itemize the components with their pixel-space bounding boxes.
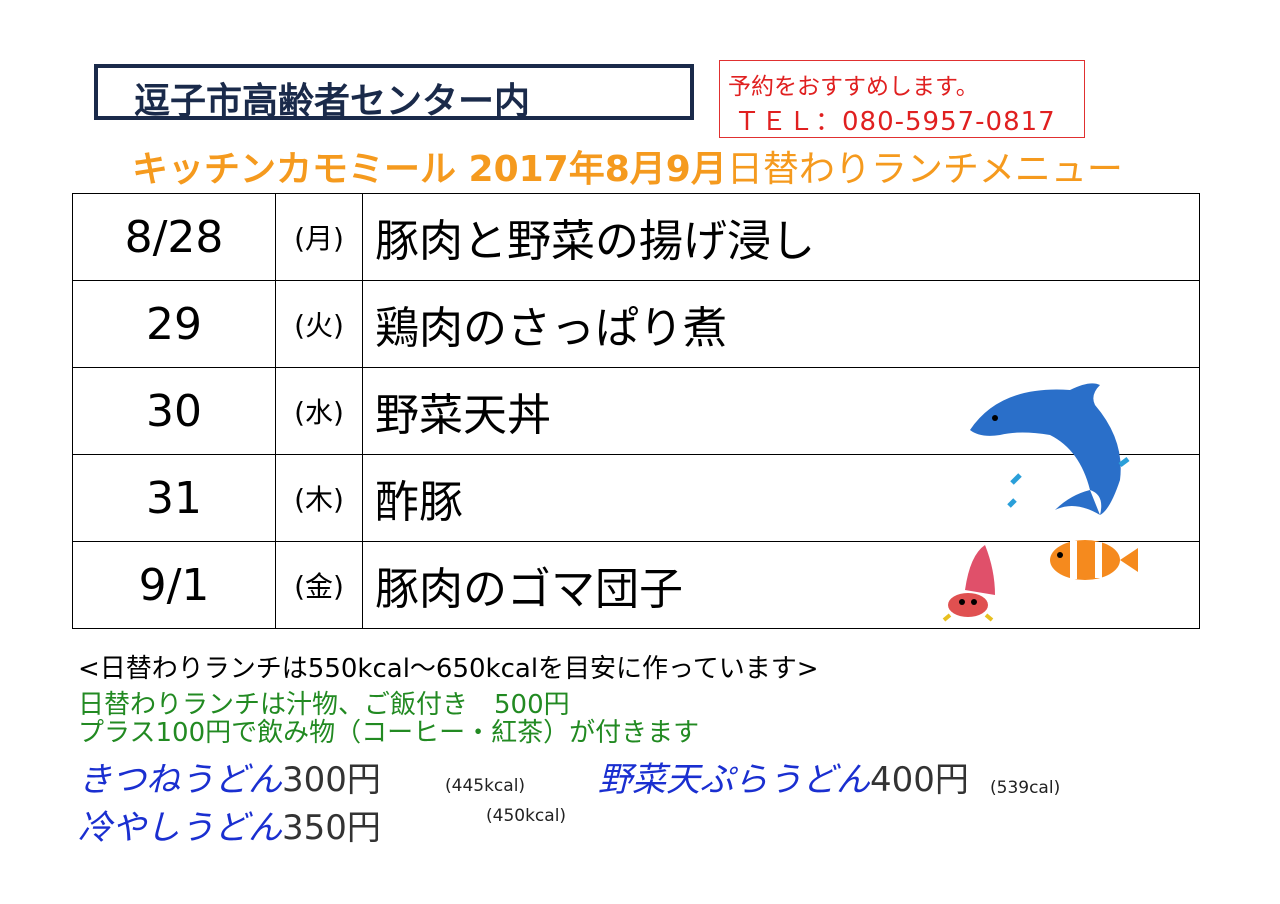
- dish-cell: 豚肉と野菜の揚げ浸し: [362, 193, 1200, 281]
- menu-heading: キッチンカモミール 2017年8月9月日替わりランチメニュー: [132, 140, 1123, 192]
- table-row: 31 (木) 酢豚: [72, 454, 1200, 542]
- reservation-box: 予約をおすすめします。 ＴＥＬ：080-5957-0817: [719, 60, 1085, 138]
- udon-kcal: (445kcal): [445, 776, 526, 796]
- clownfish-icon: [1050, 540, 1138, 580]
- udon-name: 冷やしうどん: [78, 808, 282, 848]
- weekday-cell: (金): [275, 541, 363, 629]
- calorie-note: <日替わりランチは550kcal～650kcalを目安に作っています>: [78, 654, 819, 684]
- table-row: 8/28 (月) 豚肉と野菜の揚げ浸し: [72, 193, 1200, 281]
- dish-cell: 鶏肉のさっぱり煮: [362, 280, 1200, 368]
- date-cell: 9/1: [72, 541, 276, 629]
- udon-name: きつねうどん: [78, 760, 282, 800]
- location-title: 逗子市高齢者センター内: [134, 81, 531, 122]
- udon-kcal: (450kcal): [486, 806, 567, 826]
- phone-number: ＴＥＬ：080-5957-0817: [734, 107, 1056, 137]
- menu-table: 8/28 (月) 豚肉と野菜の揚げ浸し 29 (火) 鶏肉のさっぱり煮 30 (水) 野菜天…: [72, 193, 1200, 629]
- table-row: 29 (火) 鶏肉のさっぱり煮: [72, 280, 1200, 368]
- udon-price: 300円: [282, 760, 381, 800]
- udon-item: 冷やしうどん350円: [78, 800, 381, 849]
- weekday-cell: (木): [275, 454, 363, 542]
- sea-illustrations: [942, 383, 1138, 622]
- reservation-note: 予約をおすすめします。: [728, 74, 979, 100]
- dolphin-icon: [970, 383, 1130, 515]
- drink-note: プラス100円で飲み物（コーヒー・紅茶）が付きます: [78, 718, 700, 748]
- date-cell: 31: [72, 454, 276, 542]
- udon-price: 350円: [282, 808, 381, 848]
- date-cell: 30: [72, 367, 276, 455]
- date-cell: 29: [72, 280, 276, 368]
- table-row: 30 (水) 野菜天丼: [72, 367, 1200, 455]
- dish-cell: 酢豚: [362, 454, 1200, 542]
- udon-name: 野菜天ぷらうどん: [598, 760, 870, 800]
- udon-item: 野菜天ぷらうどん400円: [598, 752, 969, 801]
- lunch-set-note: 日替わりランチは汁物、ご飯付き 500円: [78, 690, 570, 720]
- location-box: 逗子市高齢者センター内: [94, 64, 694, 122]
- weekday-cell: (月): [275, 193, 363, 281]
- heading-rest: 日替わりランチメニュー: [726, 149, 1123, 190]
- date-cell: 8/28: [72, 193, 276, 281]
- heading-bold: キッチンカモミール 2017年8月9月: [132, 149, 727, 190]
- hermit-crab-icon: [942, 545, 995, 622]
- udon-kcal: (539cal): [990, 778, 1061, 798]
- weekday-cell: (水): [275, 367, 363, 455]
- weekday-cell: (火): [275, 280, 363, 368]
- udon-price: 400円: [870, 760, 969, 800]
- udon-item: きつねうどん300円: [78, 752, 381, 801]
